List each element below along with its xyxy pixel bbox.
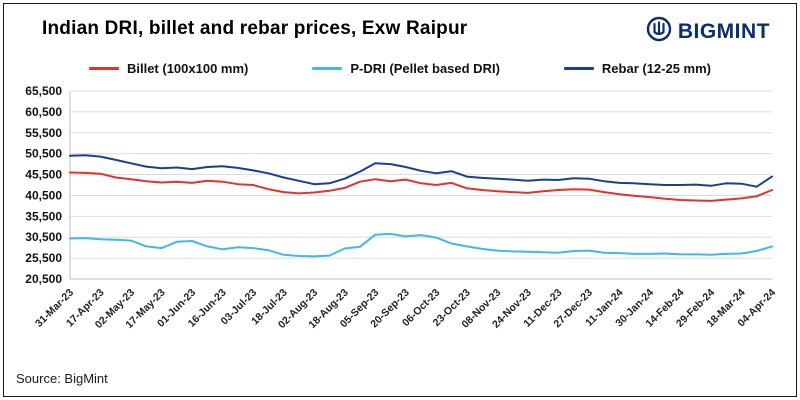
svg-text:50,500: 50,500 [25,147,62,161]
rebar-line-swatch-icon [563,66,594,70]
svg-text:55,500: 55,500 [25,126,62,140]
svg-text:35,500: 35,500 [25,209,62,223]
legend-item-billet: Billet (100x100 mm) [88,60,249,76]
legend-label-pdri: P-DRI (Pellet based DRI) [350,60,500,76]
svg-text:30,500: 30,500 [25,230,62,244]
bigmint-logo-text: BIGMINT [677,19,770,43]
svg-text:60,500: 60,500 [25,105,62,119]
svg-text:40,500: 40,500 [25,188,62,202]
legend-label-rebar: Rebar (12-25 mm) [601,60,712,76]
svg-text:45,500: 45,500 [25,168,62,182]
report-card: Indian DRI, billet and rebar prices, Exw… [3,3,797,397]
svg-text:65,500: 65,500 [25,85,62,98]
source-note: Source: BigMint [16,371,108,386]
billet-line-swatch-icon [88,66,119,70]
header: Indian DRI, billet and rebar prices, Exw… [4,4,796,47]
svg-text:20,500: 20,500 [25,272,62,286]
chart-legend: Billet (100x100 mm) P-DRI (Pellet based … [4,57,796,79]
svg-text:25,500: 25,500 [25,251,62,265]
legend-label-billet: Billet (100x100 mm) [126,60,249,76]
chart-area: 20,500 25,500 30,500 35,500 40,500 45,500 50,5… [12,84,796,358]
legend-item-pdri: P-DRI (Pellet based DRI) [312,61,500,76]
price-line-chart: 20,500 25,500 30,500 35,500 40,500 45,500 50,5… [25,84,778,331]
page-title: Indian DRI, billet and rebar prices, Exw… [42,18,468,39]
bigmint-logo-icon [646,16,672,47]
pdri-line-swatch-icon [312,66,343,70]
legend-item-rebar: Rebar (12-25 mm) [563,60,712,76]
bigmint-logo: BIGMINT [646,16,770,47]
